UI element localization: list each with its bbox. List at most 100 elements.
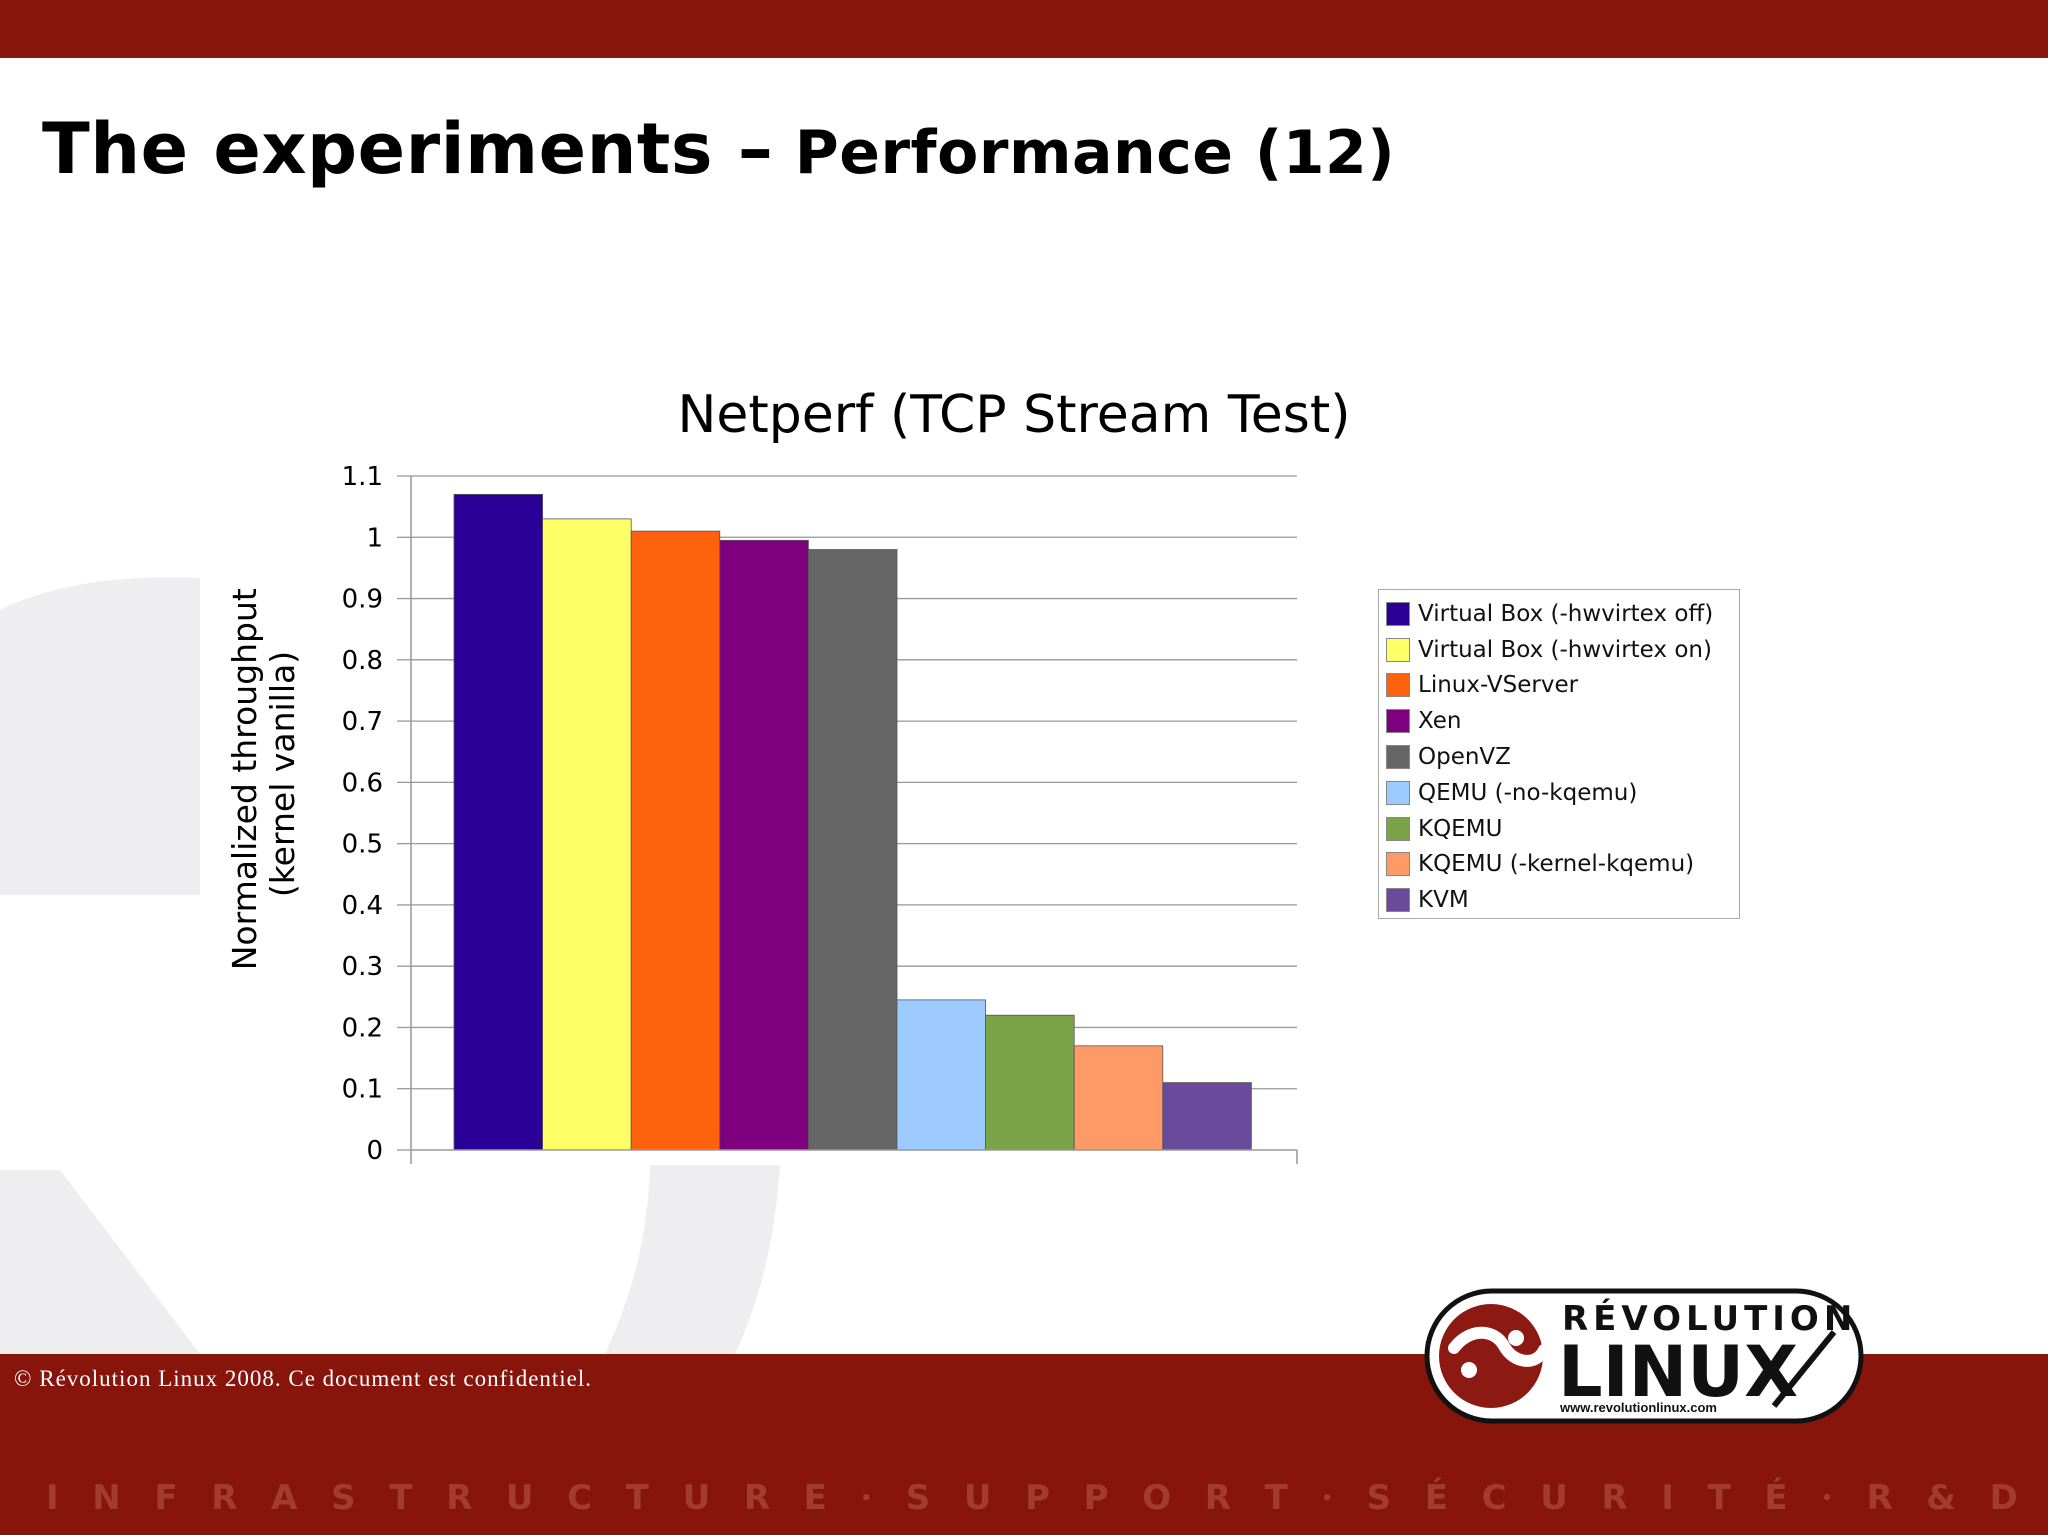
tagline-letter: U xyxy=(963,1478,992,1518)
bar-virtual-box-hwvirtex-on xyxy=(542,518,632,1151)
tagline-letter: I xyxy=(1661,1478,1674,1518)
tagline-letter: É xyxy=(1764,1478,1788,1518)
page-title: The experiments – Performance (12) xyxy=(42,108,1395,190)
logo-text-revolution: RÉVOLUTION xyxy=(1562,1298,1857,1339)
bar-openvz xyxy=(808,549,898,1151)
y-tick-label: 0.4 xyxy=(342,891,383,921)
bar-qemu-no-kqemu xyxy=(896,999,986,1151)
tagline-letter: F xyxy=(154,1478,178,1518)
tagline-letter: R xyxy=(1601,1478,1628,1518)
tagline-letter: • xyxy=(1821,1487,1833,1509)
y-axis-label-line-1: Normalized throughput xyxy=(225,588,264,970)
tagline-letter: S xyxy=(905,1478,931,1518)
legend-item: Virtual Box (-hwvirtex off) xyxy=(1386,596,1739,632)
legend-swatch xyxy=(1386,816,1410,841)
footer-tagline: I N F R A S T R U C T U R E • S U P P O R T • S É C U R I T É • R & D xyxy=(0,1478,2048,1518)
tagline-letter: U xyxy=(682,1478,711,1518)
y-tick-label: 0.3 xyxy=(342,952,383,982)
chart-title: Netperf (TCP Stream Test) xyxy=(677,385,1350,445)
legend-item: KQEMU (-kernel-kqemu) xyxy=(1386,847,1739,883)
legend-label: Linux-VServer xyxy=(1418,672,1579,699)
tagline-letter: C xyxy=(1481,1478,1507,1518)
legend-swatch xyxy=(1386,745,1410,770)
tagline-letter: O xyxy=(1142,1478,1172,1518)
legend-swatch xyxy=(1386,852,1410,877)
tagline-letter: R xyxy=(743,1478,771,1518)
legend-label: Xen xyxy=(1418,708,1462,735)
legend-item: Linux-VServer xyxy=(1386,668,1739,704)
legend-label: KQEMU (-kernel-kqemu) xyxy=(1418,851,1695,878)
tagline-letter: U xyxy=(1540,1478,1568,1518)
y-tick-label: 0.6 xyxy=(342,768,383,798)
tagline-letter: & xyxy=(1926,1478,1956,1518)
tagline-letter: T xyxy=(389,1478,413,1518)
y-tick-label: 0.7 xyxy=(342,707,383,737)
tagline-letter: T xyxy=(1707,1478,1731,1518)
tagline-letter: P xyxy=(1083,1478,1109,1518)
legend-swatch xyxy=(1386,673,1410,698)
tagline-letter: É xyxy=(1424,1478,1448,1518)
title-sub: Performance (12) xyxy=(773,118,1396,188)
chart-axes xyxy=(410,476,1298,1164)
legend-swatch xyxy=(1386,888,1410,913)
logo-text-linux: LINUX xyxy=(1558,1331,1798,1413)
copyright-text: © Révolution Linux 2008. Ce document est… xyxy=(14,1366,593,1391)
bar-xen xyxy=(719,539,809,1151)
tagline-letter: N xyxy=(92,1478,121,1518)
title-main: The experiments – xyxy=(42,108,774,190)
y-tick-label: 0.9 xyxy=(342,585,383,615)
tagline-letter: R xyxy=(1204,1478,1231,1518)
legend-item: QEMU (-no-kqemu) xyxy=(1386,775,1739,811)
legend-label: KVM xyxy=(1418,887,1469,914)
y-tick-label: 0.8 xyxy=(342,646,383,676)
tagline-letter: T xyxy=(625,1478,649,1518)
legend-label: Virtual Box (-hwvirtex off) xyxy=(1418,600,1714,627)
legend-label: KQEMU xyxy=(1418,815,1503,842)
tagline-letter: S xyxy=(331,1478,356,1518)
tagline-letter: U xyxy=(505,1478,534,1518)
y-tick-label: 1.1 xyxy=(342,462,383,492)
bar-kqemu-kernel-kqemu xyxy=(1073,1045,1164,1151)
y-tick-label: 0.5 xyxy=(342,830,383,860)
legend-item: KVM xyxy=(1386,882,1739,918)
legend-swatch xyxy=(1386,637,1410,662)
tagline-letter: C xyxy=(567,1478,593,1518)
bar-kqemu xyxy=(985,1014,1075,1151)
bar-linux-vserver xyxy=(630,530,721,1151)
legend-label: QEMU (-no-kqemu) xyxy=(1418,779,1638,806)
logo-url: www.revolutionlinux.com xyxy=(1559,1400,1717,1415)
y-tick-label: 0 xyxy=(366,1136,383,1166)
tagline-letter: R xyxy=(1866,1478,1893,1518)
legend-item: OpenVZ xyxy=(1386,739,1739,775)
y-axis-ticks: 0 0.1 0.2 0.3 0.4 0.5 0.6 0.7 0.8 0.9 1 1.1 xyxy=(342,462,411,1166)
y-tick-label: 1 xyxy=(366,523,383,553)
bar-virtual-box-hwvirtex-off xyxy=(453,493,543,1151)
bar-kvm xyxy=(1162,1082,1252,1151)
tagline-letter: S xyxy=(1366,1478,1392,1518)
y-tick-label: 0.2 xyxy=(342,1013,383,1043)
chart-bars xyxy=(453,493,1252,1151)
legend-swatch xyxy=(1386,709,1410,734)
y-axis-label-line-2: (kernel vanilla) xyxy=(263,651,302,897)
y-tick-label: 0.1 xyxy=(342,1075,383,1105)
legend-label: Virtual Box (-hwvirtex on) xyxy=(1418,636,1712,663)
revolution-linux-logo: RÉVOLUTION LINUX www.revolutionlinux.com xyxy=(1424,1288,1864,1424)
legend-swatch xyxy=(1386,601,1410,626)
tagline-letter: D xyxy=(1989,1478,2018,1518)
tagline-letter: I xyxy=(46,1478,59,1518)
legend-swatch xyxy=(1386,780,1410,805)
y-axis-label: Normalized throughput (kernel vanilla) xyxy=(225,578,302,971)
legend-label: OpenVZ xyxy=(1418,744,1511,771)
tagline-letter: T xyxy=(1264,1478,1288,1518)
tagline-letter: • xyxy=(1321,1487,1333,1509)
legend-item: Virtual Box (-hwvirtex on) xyxy=(1386,632,1739,668)
top-banner xyxy=(0,0,2048,58)
tagline-letter: R xyxy=(446,1478,473,1518)
tagline-letter: R xyxy=(211,1478,238,1518)
legend-item: KQEMU xyxy=(1386,811,1739,847)
tagline-letter: P xyxy=(1025,1478,1050,1518)
tagline-letter: E xyxy=(803,1478,827,1518)
legend-item: Xen xyxy=(1386,703,1739,739)
